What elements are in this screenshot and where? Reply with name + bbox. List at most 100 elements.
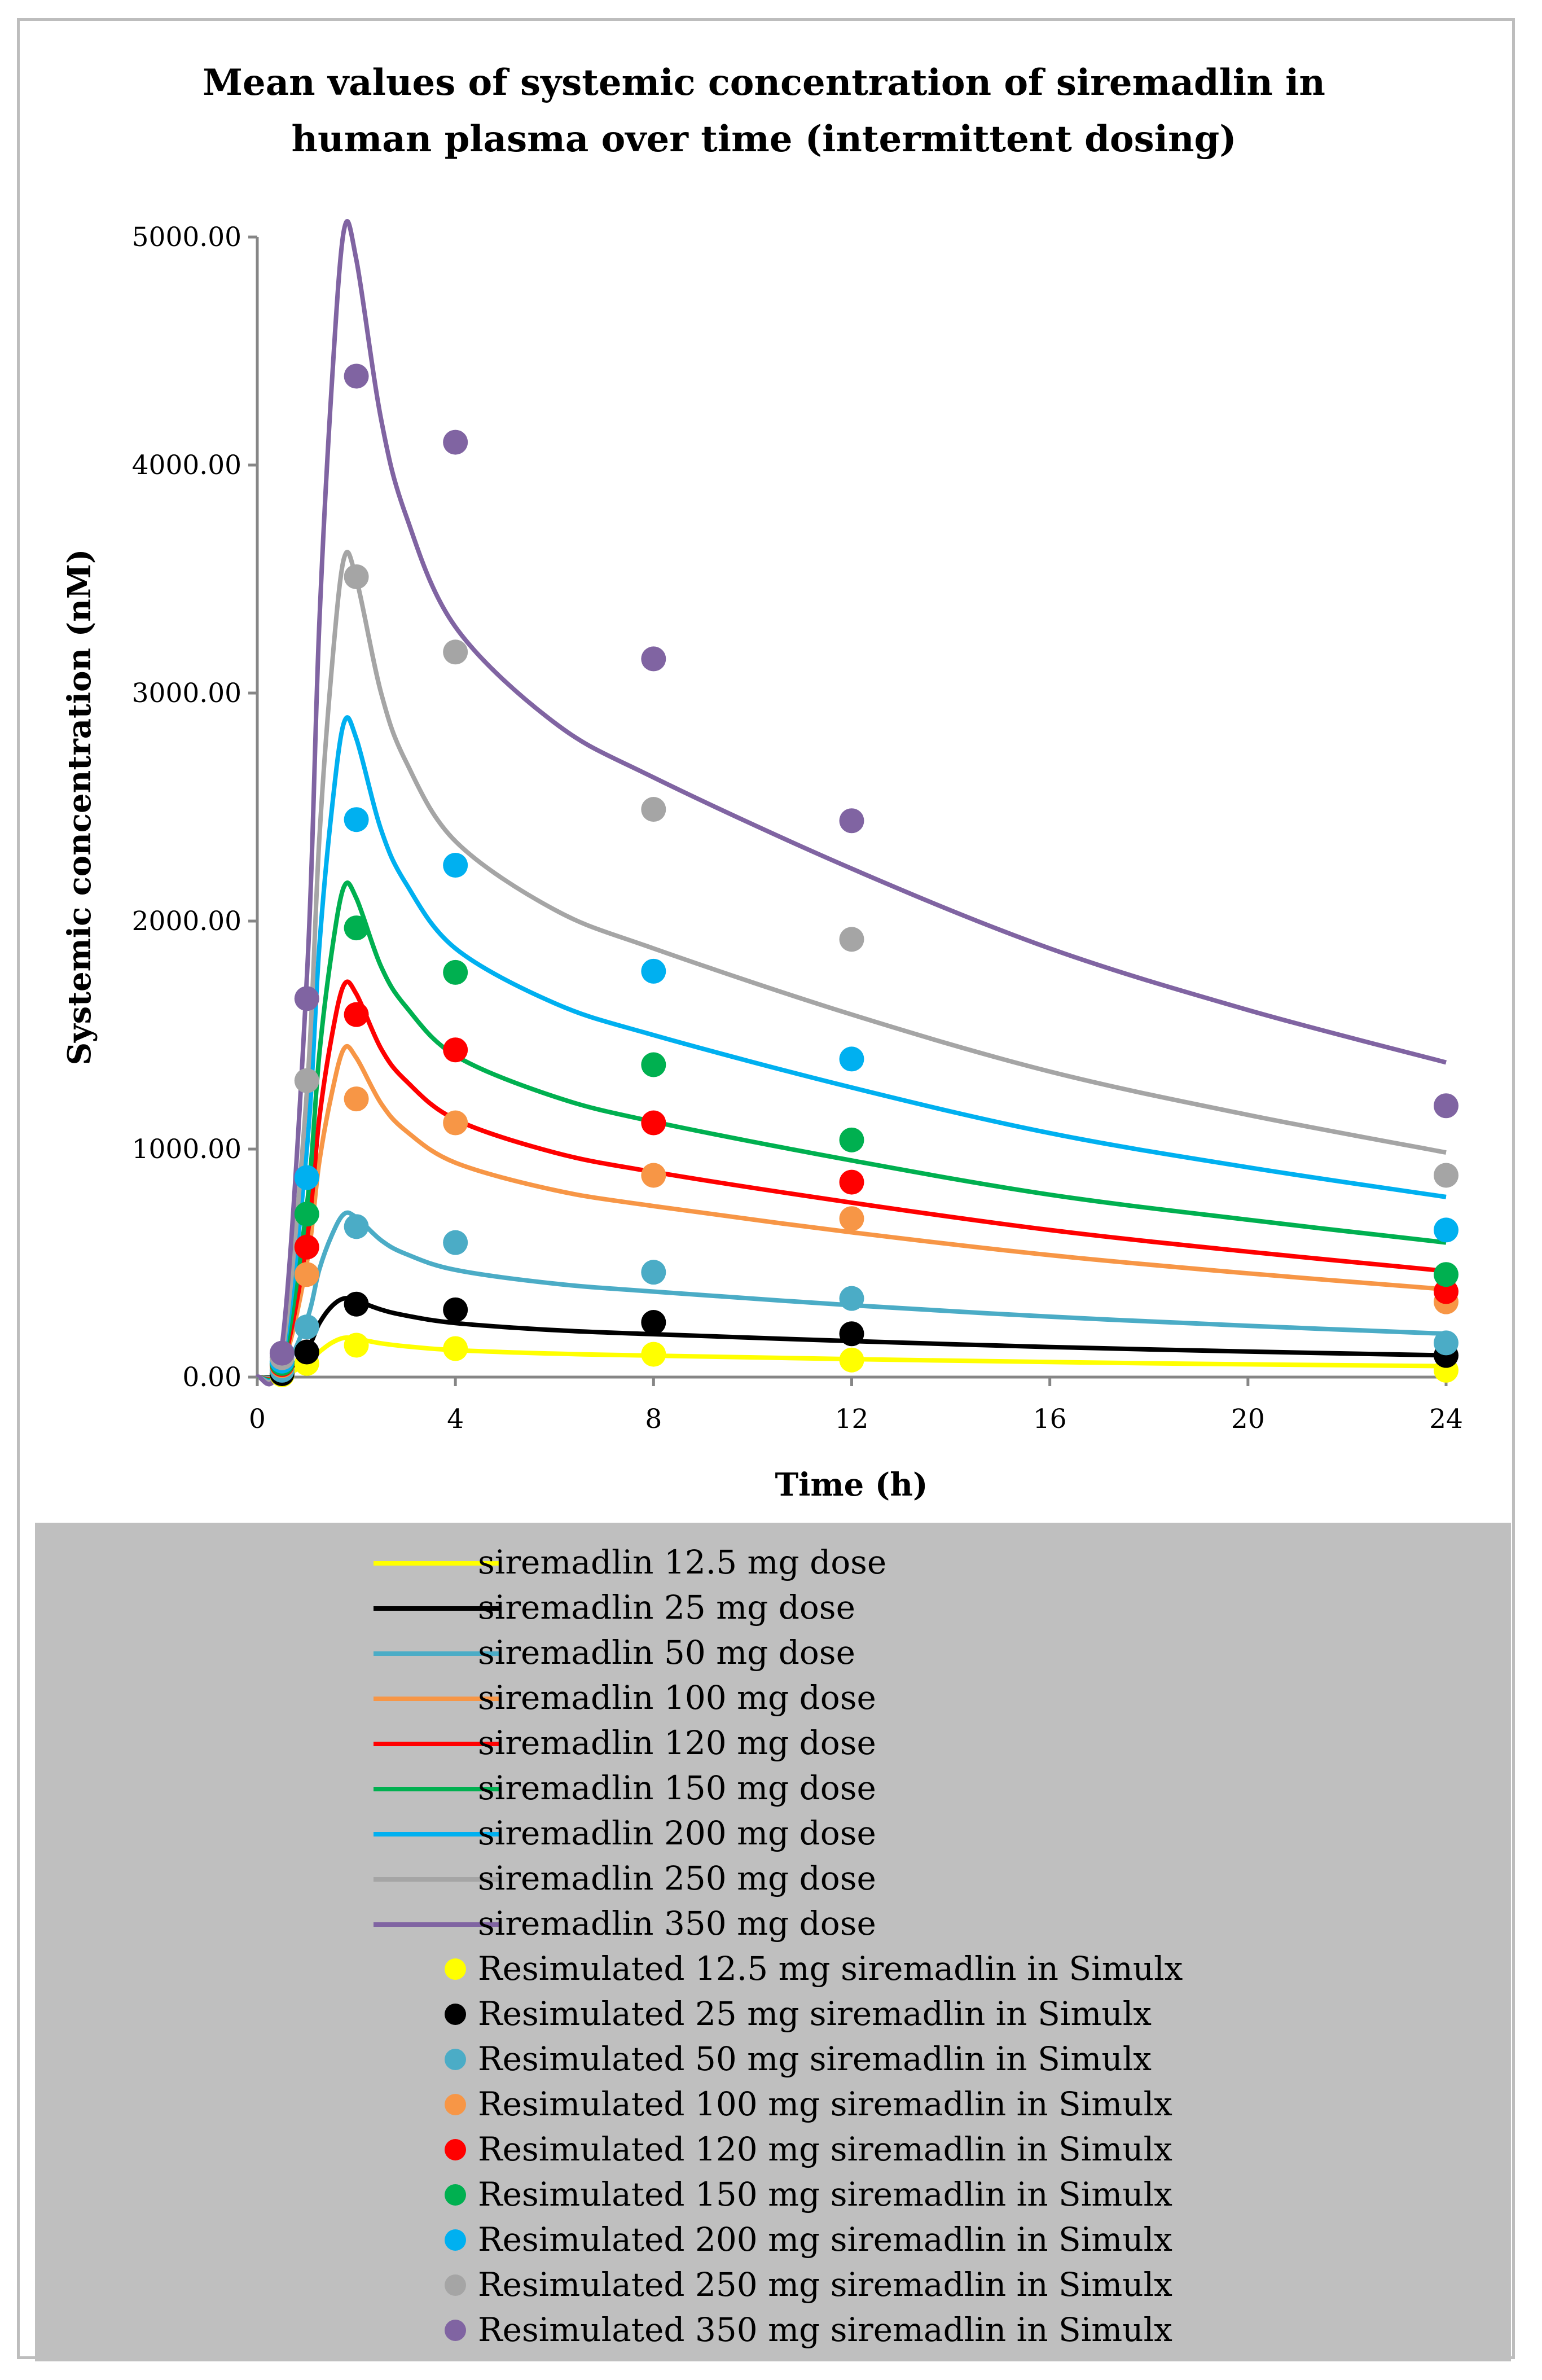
legend-line-swatch <box>374 1787 500 1791</box>
data-point <box>1434 1217 1458 1243</box>
x-tick-label: 12 <box>835 1404 869 1435</box>
legend-item: Resimulated 200 mg siremadlin in Simulx <box>35 2217 1511 2262</box>
series-lines <box>255 219 1447 1387</box>
legend-label: Resimulated 200 mg siremadlin in Simulx <box>478 2220 1172 2259</box>
data-point <box>443 1037 468 1063</box>
y-tick-label: 3000.00 <box>132 678 241 709</box>
legend-label: Resimulated 12.5 mg siremadlin in Simulx <box>478 1949 1183 1988</box>
legend-marker-swatch <box>445 2229 466 2251</box>
legend-item: Resimulated 50 mg siremadlin in Simulx <box>35 2036 1511 2081</box>
legend-label: Resimulated 150 mg siremadlin in Simulx <box>478 2175 1172 2214</box>
data-point <box>1434 1093 1458 1119</box>
series-line <box>257 1296 1447 1380</box>
data-point <box>641 1310 666 1335</box>
y-tick-label: 4000.00 <box>132 450 241 481</box>
data-point <box>443 853 468 878</box>
series-line <box>256 880 1447 1383</box>
legend-item: siremadlin 120 mg dose <box>35 1720 1511 1765</box>
x-tick-label: 8 <box>645 1404 662 1435</box>
legend-item: siremadlin 150 mg dose <box>35 1765 1511 1811</box>
legend-item: siremadlin 250 mg dose <box>35 1856 1511 1901</box>
data-point <box>344 1086 369 1112</box>
legend-line-swatch <box>374 1697 500 1701</box>
series-line <box>257 1210 1447 1380</box>
x-tick-label: 0 <box>249 1404 266 1435</box>
legend-label: Resimulated 350 mg siremadlin in Simulx <box>478 2311 1172 2349</box>
legend-label: siremadlin 200 mg dose <box>478 1814 876 1852</box>
legend-line-swatch <box>374 1742 500 1746</box>
data-point <box>641 646 666 672</box>
data-point <box>641 1342 666 1367</box>
legend-label: siremadlin 12.5 mg dose <box>478 1543 887 1581</box>
x-tick-label: 4 <box>447 1404 464 1435</box>
legend-item: siremadlin 50 mg dose <box>35 1630 1511 1675</box>
data-point <box>294 1234 319 1260</box>
data-point <box>839 1169 864 1195</box>
legend-item: Resimulated 100 mg siremadlin in Simulx <box>35 2081 1511 2127</box>
data-point <box>1434 1163 1458 1188</box>
legend-label: siremadlin 150 mg dose <box>478 1769 876 1807</box>
legend-item: Resimulated 12.5 mg siremadlin in Simulx <box>35 1946 1511 1991</box>
legend-item: siremadlin 200 mg dose <box>35 1811 1511 1856</box>
legend-label: Resimulated 120 mg siremadlin in Simulx <box>478 2130 1172 2168</box>
series-line <box>255 219 1447 1387</box>
legend-line-swatch <box>374 1561 500 1566</box>
data-point <box>443 959 468 985</box>
chart-title-line-1: Mean values of systemic concentration of… <box>203 62 1325 104</box>
legend-item: Resimulated 120 mg siremadlin in Simulx <box>35 2127 1511 2172</box>
y-tick-label: 1000.00 <box>132 1134 241 1165</box>
y-tick-label: 5000.00 <box>132 222 241 253</box>
data-point <box>443 639 468 665</box>
data-point <box>294 1339 319 1365</box>
data-point <box>443 429 468 455</box>
y-tick-label: 0.00 <box>182 1362 241 1393</box>
legend-label: siremadlin 100 mg dose <box>478 1678 876 1717</box>
data-point <box>641 797 666 822</box>
data-point <box>294 1262 319 1287</box>
scatter-points <box>269 363 1458 1387</box>
legend-label: Resimulated 50 mg siremadlin in Simulx <box>478 2040 1152 2078</box>
data-point <box>443 1110 468 1136</box>
x-tick-label: 20 <box>1231 1404 1265 1435</box>
legend-item: siremadlin 350 mg dose <box>35 1901 1511 1946</box>
legend-marker-swatch <box>445 2004 466 2025</box>
series-line <box>257 1335 1447 1380</box>
data-point <box>839 1127 864 1152</box>
data-point <box>839 1321 864 1347</box>
legend-marker-swatch <box>445 2139 466 2160</box>
legend-line-swatch <box>374 1877 500 1882</box>
series-line <box>256 550 1447 1384</box>
x-tick-label: 16 <box>1033 1404 1067 1435</box>
chart-title-line-2: human plasma over time (intermittent dos… <box>292 118 1237 160</box>
legend-item: Resimulated 150 mg siremadlin in Simulx <box>35 2172 1511 2217</box>
legend-item: Resimulated 25 mg siremadlin in Simulx <box>35 1991 1511 2036</box>
legend-label: siremadlin 50 mg dose <box>478 1633 855 1672</box>
data-point <box>1434 1330 1458 1356</box>
data-point <box>294 1068 319 1093</box>
data-point <box>443 1336 468 1361</box>
y-axis-title: Systemic concentration (nM) <box>61 549 98 1066</box>
legend-item: siremadlin 100 mg dose <box>35 1675 1511 1720</box>
legend-item: siremadlin 25 mg dose <box>35 1585 1511 1630</box>
legend-label: Resimulated 250 mg siremadlin in Simulx <box>478 2265 1172 2304</box>
legend-marker-swatch <box>445 2320 466 2341</box>
legend-label: Resimulated 100 mg siremadlin in Simulx <box>478 2085 1172 2123</box>
axis-ticks: 0.00 1000.00 2000.00 3000.00 4000.00 5000.00 0… <box>132 222 1463 1435</box>
data-point <box>443 1230 468 1255</box>
data-point <box>641 1052 666 1077</box>
data-point <box>839 1046 864 1072</box>
chart-legend: siremadlin 12.5 mg dose siremadlin 25 mg … <box>35 1523 1511 2361</box>
legend-marker-swatch <box>445 2094 466 2115</box>
legend-line-swatch <box>374 1832 500 1836</box>
legend-marker-swatch <box>445 1958 466 1980</box>
data-point <box>344 807 369 832</box>
data-point <box>294 1314 319 1340</box>
data-point <box>839 1347 864 1373</box>
data-point <box>839 927 864 952</box>
data-point <box>269 1340 295 1366</box>
legend-marker-swatch <box>445 2274 466 2296</box>
data-point <box>344 363 369 389</box>
data-point <box>641 1110 666 1136</box>
data-point <box>641 1260 666 1285</box>
data-point <box>839 808 864 834</box>
